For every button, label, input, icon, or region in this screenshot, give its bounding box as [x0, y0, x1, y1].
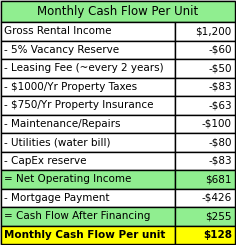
Text: -$83: -$83 [208, 156, 232, 166]
Text: - Mortgage Payment: - Mortgage Payment [4, 193, 110, 203]
Bar [1, 152, 175, 170]
Text: - Maintenance/Repairs: - Maintenance/Repairs [4, 119, 121, 129]
Text: -$63: -$63 [208, 100, 232, 110]
Bar [1, 189, 175, 207]
Text: -$80: -$80 [208, 137, 232, 147]
Bar [1, 170, 175, 189]
Bar [175, 41, 235, 59]
Bar [175, 207, 235, 226]
Bar [1, 78, 175, 96]
Bar [175, 133, 235, 152]
Bar [175, 59, 235, 78]
Text: -$426: -$426 [202, 193, 232, 203]
Bar [1, 22, 175, 41]
Bar [175, 115, 235, 133]
Bar [175, 189, 235, 207]
Bar [175, 78, 235, 96]
Bar [1, 115, 175, 133]
Text: $681: $681 [205, 174, 232, 184]
Bar [175, 96, 235, 115]
Text: - 5% Vacancy Reserve: - 5% Vacancy Reserve [4, 45, 119, 55]
Text: -$50: -$50 [208, 63, 232, 73]
Text: = Net Operating Income: = Net Operating Income [4, 174, 132, 184]
Text: - Leasing Fee (~every 2 years): - Leasing Fee (~every 2 years) [4, 63, 164, 73]
Text: - $750/Yr Property Insurance: - $750/Yr Property Insurance [4, 100, 154, 110]
Bar [1, 41, 175, 59]
Text: -$83: -$83 [208, 82, 232, 92]
Bar [175, 152, 235, 170]
Bar [1, 59, 175, 78]
Text: $1,200: $1,200 [195, 26, 232, 36]
Bar [175, 22, 235, 41]
Text: - $1000/Yr Property Taxes: - $1000/Yr Property Taxes [4, 82, 137, 92]
Text: = Cash Flow After Financing: = Cash Flow After Financing [4, 211, 151, 221]
Text: -$60: -$60 [208, 45, 232, 55]
Text: $255: $255 [205, 211, 232, 221]
Bar [175, 226, 235, 244]
Text: - CapEx reserve: - CapEx reserve [4, 156, 87, 166]
Text: Monthly Cash Flow Per Unit: Monthly Cash Flow Per Unit [37, 5, 199, 18]
Bar [1, 207, 175, 226]
Text: $128: $128 [203, 230, 232, 240]
Text: -$100: -$100 [202, 119, 232, 129]
Bar [1, 226, 175, 244]
Text: - Utilities (water bill): - Utilities (water bill) [4, 137, 111, 147]
Text: Gross Rental Income: Gross Rental Income [4, 26, 112, 36]
Bar [175, 170, 235, 189]
Bar [1, 1, 235, 22]
Bar [1, 133, 175, 152]
Bar [1, 96, 175, 115]
Text: Monthly Cash Flow Per unit: Monthly Cash Flow Per unit [4, 230, 166, 240]
